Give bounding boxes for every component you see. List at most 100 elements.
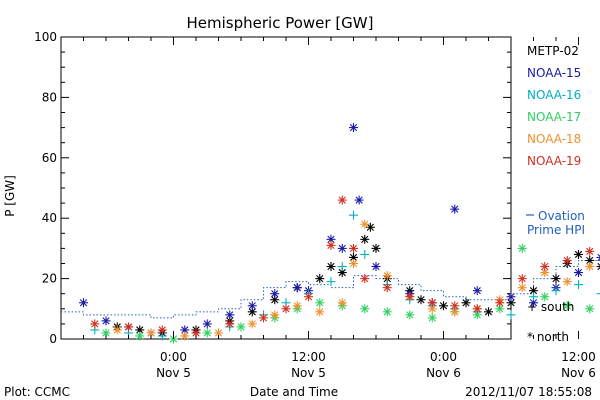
asterisk-marker bbox=[540, 262, 550, 272]
asterisk-marker bbox=[326, 262, 336, 272]
series-noaa-17 bbox=[101, 243, 595, 344]
footer-plot-source: Plot: CCMC bbox=[4, 385, 70, 399]
asterisk-marker bbox=[405, 310, 415, 320]
asterisk-marker bbox=[326, 234, 336, 244]
asterisk-marker bbox=[574, 249, 583, 259]
asterisk-marker bbox=[225, 319, 235, 329]
data-points-layer bbox=[79, 123, 600, 344]
y-tick-label: 20 bbox=[42, 272, 57, 286]
asterisk-marker bbox=[540, 268, 550, 278]
asterisk-marker bbox=[517, 283, 527, 293]
ovation-legend-line-2: Prime HPI bbox=[527, 223, 585, 237]
footer-timestamp: 2012/11/07 18:55:08 bbox=[465, 385, 592, 399]
asterisk-marker bbox=[337, 298, 347, 308]
asterisk-marker bbox=[349, 123, 358, 133]
legend-entry-noaa-15: NOAA-15 bbox=[527, 66, 581, 80]
series-noaa-15 bbox=[79, 123, 600, 338]
y-axis-label: P [GW] bbox=[3, 175, 17, 217]
asterisk-marker bbox=[270, 310, 280, 320]
asterisk-marker bbox=[270, 289, 280, 299]
y-tick-label: 60 bbox=[42, 151, 57, 165]
asterisk-marker bbox=[562, 301, 572, 311]
x-tick-time-label: 12:00 bbox=[561, 350, 596, 364]
asterisk-marker bbox=[315, 274, 325, 284]
asterisk-marker bbox=[439, 301, 448, 311]
plus-marker bbox=[349, 210, 358, 220]
asterisk-marker bbox=[484, 307, 493, 317]
asterisk-marker bbox=[517, 274, 527, 284]
asterisk-marker bbox=[180, 331, 190, 341]
x-tick-time-label: 0:00 bbox=[430, 350, 457, 364]
asterisk-marker bbox=[349, 243, 358, 253]
asterisk-marker bbox=[495, 298, 505, 308]
asterisk-marker bbox=[79, 298, 88, 308]
asterisk-marker bbox=[281, 304, 291, 314]
asterisk-marker bbox=[157, 325, 167, 335]
plus-marker bbox=[574, 280, 583, 290]
hemisphere-legend-north: * north bbox=[527, 330, 569, 344]
series-noaa-18 bbox=[112, 219, 595, 341]
legend-entry-noaa-16: NOAA-16 bbox=[527, 88, 581, 102]
asterisk-marker bbox=[360, 304, 370, 314]
x-axis-label: Date and Time bbox=[250, 385, 338, 399]
asterisk-marker bbox=[360, 219, 370, 229]
asterisk-marker bbox=[517, 243, 527, 253]
asterisk-marker bbox=[202, 328, 212, 338]
chart-title: Hemispheric Power [GW] bbox=[187, 14, 374, 32]
plus-marker bbox=[360, 249, 370, 259]
y-tick-label: 80 bbox=[42, 90, 57, 104]
asterisk-marker bbox=[360, 234, 370, 244]
asterisk-marker bbox=[574, 268, 583, 278]
asterisk-marker bbox=[292, 283, 302, 293]
asterisk-marker bbox=[551, 274, 561, 284]
asterisk-marker bbox=[596, 262, 600, 271]
asterisk-marker bbox=[450, 301, 460, 311]
legend-entry-noaa-18: NOAA-18 bbox=[527, 132, 581, 146]
asterisk-marker bbox=[236, 322, 246, 332]
plus-marker bbox=[506, 310, 516, 320]
series-noaa-19 bbox=[90, 195, 595, 338]
plus-marker bbox=[551, 286, 561, 296]
asterisk-marker bbox=[202, 319, 212, 329]
asterisk-marker bbox=[427, 298, 437, 308]
ovation-prime-hpi-line bbox=[61, 259, 600, 319]
asterisk-marker bbox=[146, 328, 156, 338]
asterisk-marker bbox=[292, 301, 302, 311]
asterisk-marker bbox=[225, 310, 235, 320]
asterisk-marker bbox=[337, 195, 347, 205]
asterisk-marker bbox=[540, 292, 550, 302]
asterisk-marker bbox=[315, 298, 325, 308]
asterisk-marker bbox=[259, 313, 268, 323]
asterisk-marker bbox=[112, 325, 122, 335]
asterisk-marker bbox=[247, 319, 257, 329]
asterisk-marker bbox=[304, 292, 313, 302]
asterisk-marker bbox=[349, 259, 358, 268]
asterisk-marker bbox=[472, 304, 482, 314]
x-tick-date-label: Nov 6 bbox=[561, 366, 596, 380]
asterisk-marker bbox=[585, 246, 595, 256]
asterisk-marker bbox=[354, 195, 364, 205]
asterisk-marker bbox=[450, 204, 460, 214]
y-tick-label: 0 bbox=[49, 332, 57, 346]
asterisk-marker bbox=[427, 313, 437, 323]
x-tick-date-label: Nov 5 bbox=[291, 366, 326, 380]
asterisk-marker bbox=[562, 255, 572, 265]
x-tick-date-label: Nov 5 bbox=[156, 366, 191, 380]
asterisk-marker bbox=[382, 283, 392, 293]
y-tick-label: 100 bbox=[34, 30, 57, 44]
plus-marker bbox=[326, 277, 336, 287]
hemisphere-legend-south: + south bbox=[527, 300, 574, 314]
legend-entry-noaa-19: NOAA-19 bbox=[527, 154, 581, 168]
plot-frame bbox=[60, 36, 512, 340]
legend-entry-noaa-17: NOAA-17 bbox=[527, 110, 581, 124]
asterisk-marker bbox=[337, 243, 347, 253]
ovation-legend-line-1: Ovation bbox=[538, 209, 585, 223]
asterisk-marker bbox=[360, 274, 370, 284]
asterisk-marker bbox=[90, 319, 100, 329]
asterisk-marker bbox=[495, 304, 505, 314]
asterisk-marker bbox=[371, 243, 381, 253]
plus-marker bbox=[337, 262, 347, 272]
legend-entry-metp-02: METP-02 bbox=[527, 44, 579, 58]
